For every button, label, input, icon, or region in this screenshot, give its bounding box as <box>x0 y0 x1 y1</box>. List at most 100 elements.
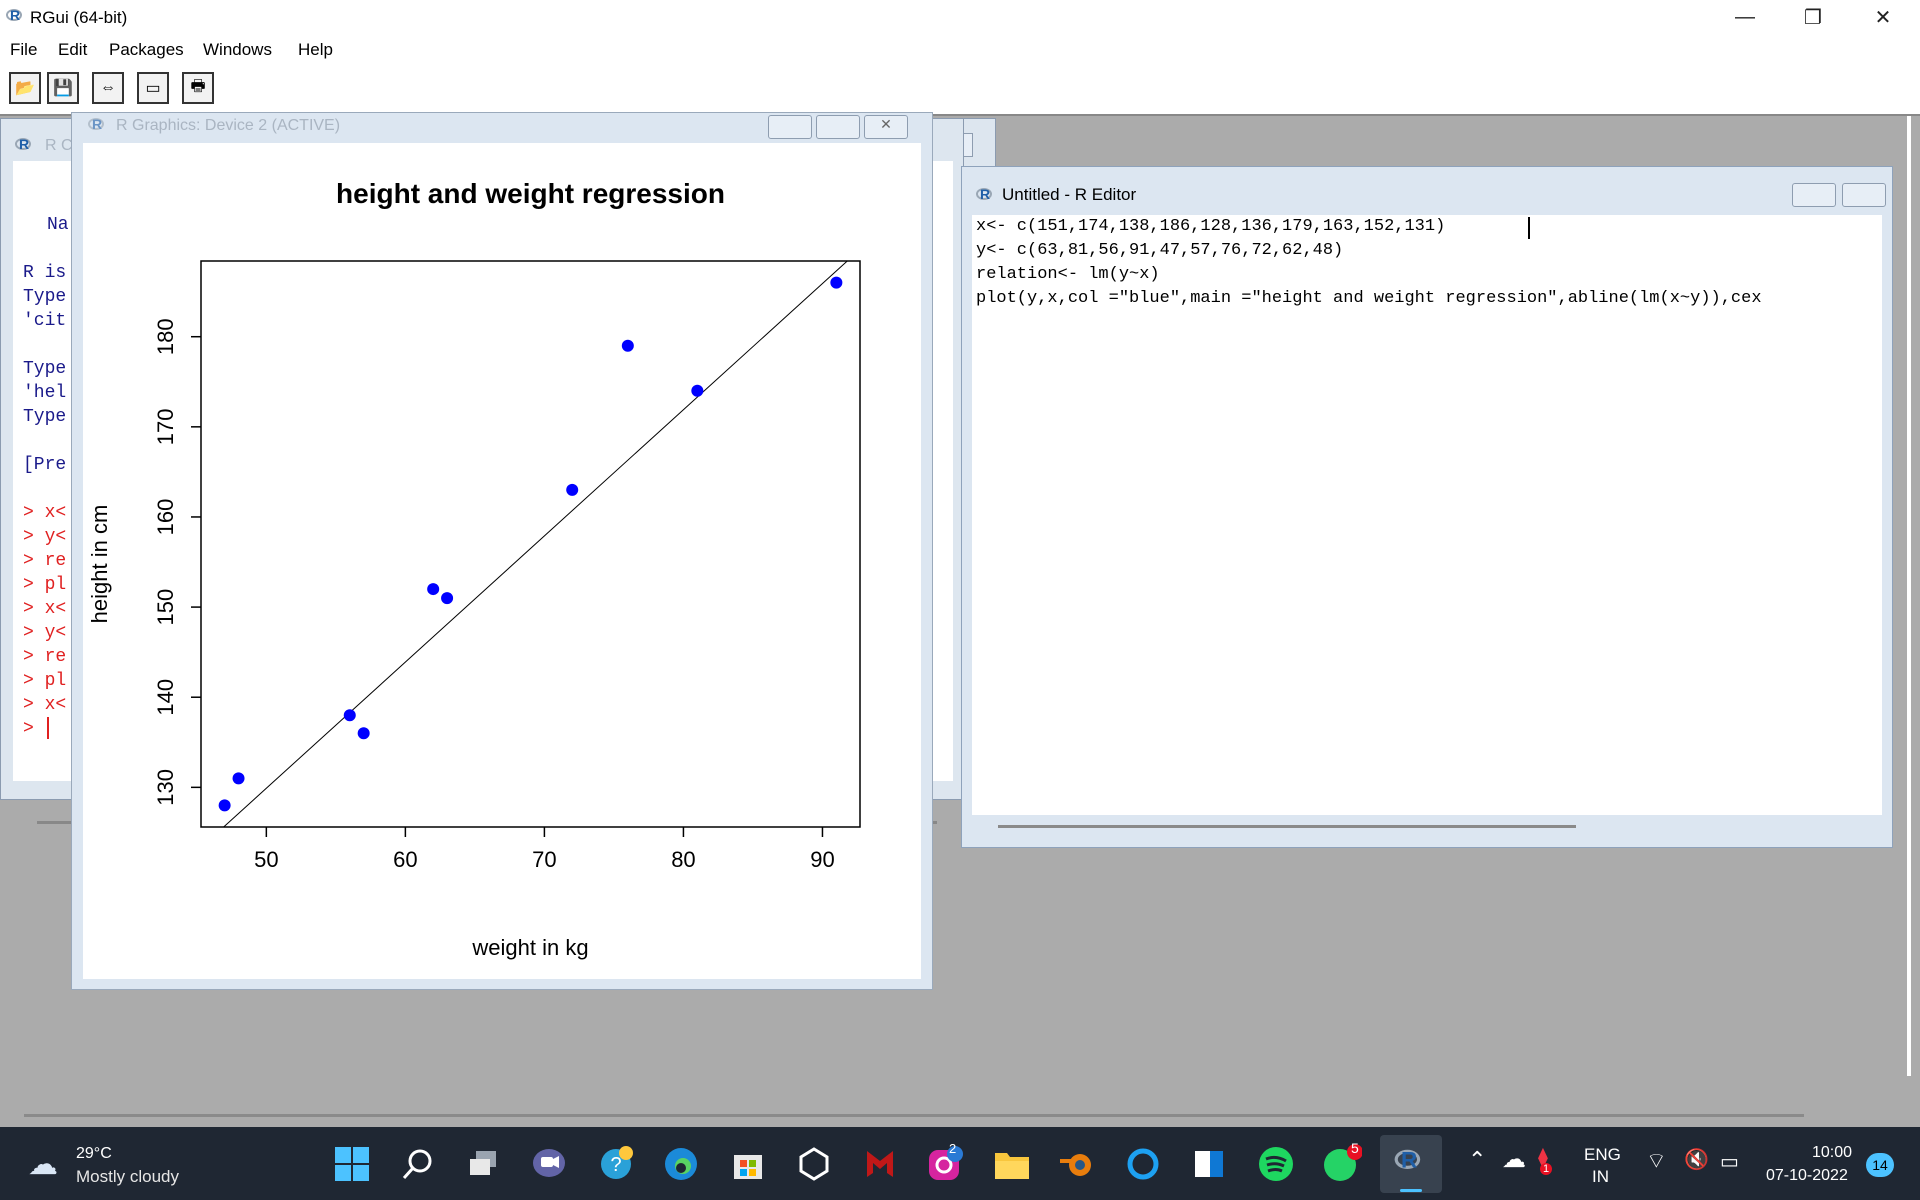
x-tick-label: 60 <box>393 847 417 872</box>
console-line: Type <box>23 359 67 379</box>
cortana-icon[interactable] <box>1122 1143 1164 1185</box>
mcafee-icon[interactable] <box>859 1143 901 1185</box>
console-history-line: > y< <box>23 527 67 547</box>
data-point <box>621 339 634 352</box>
mdi-vertical-scrollbar[interactable] <box>1907 116 1911 1076</box>
tray-badge: 1 <box>1540 1163 1553 1175</box>
file-explorer-icon[interactable] <box>991 1143 1033 1185</box>
code-line-3[interactable]: relation<- lm(y~x) <box>976 265 1160 284</box>
teams-chat-icon[interactable] <box>528 1143 570 1185</box>
window-title: RGui (64-bit) <box>30 8 128 27</box>
y-axis-label: height in cm <box>87 505 112 624</box>
instagram-icon[interactable]: 2 <box>924 1141 966 1185</box>
open-script-icon[interactable]: 📂 <box>9 72 41 104</box>
y-tick-label: 130 <box>153 769 178 806</box>
get-help-icon[interactable]: ? <box>595 1143 637 1185</box>
dropbox-icon[interactable]: ⧫ <box>1538 1147 1548 1169</box>
chatgpt-icon[interactable] <box>793 1143 835 1185</box>
onedrive-cloud-icon[interactable]: ☁ <box>1502 1146 1526 1173</box>
data-point <box>218 799 231 812</box>
console-window-icon[interactable]: ▭ <box>137 72 169 104</box>
whatsapp-icon[interactable]: 5 <box>1321 1140 1363 1185</box>
svg-text:?: ? <box>610 1154 621 1176</box>
x-tick-label: 50 <box>254 847 278 872</box>
graphics-window-title: R Graphics: Device 2 (ACTIVE) <box>116 117 341 134</box>
search-icon[interactable] <box>397 1143 439 1185</box>
whiteboard-icon[interactable] <box>1188 1143 1230 1185</box>
y-tick-label: 140 <box>153 679 178 716</box>
r-editor-window[interactable]: R Untitled - R Editor x<- c(151,174,138,… <box>961 166 1893 848</box>
text-cursor <box>1528 217 1530 239</box>
wifi-icon[interactable]: ⌔ <box>1646 1148 1667 1173</box>
console-prompt[interactable]: > <box>23 719 45 739</box>
r-logo-icon: R <box>6 7 24 24</box>
blender-icon[interactable] <box>1056 1143 1098 1185</box>
menu-file[interactable]: File <box>10 40 38 59</box>
code-editor[interactable]: x<- c(151,174,138,186,128,136,179,163,15… <box>972 215 1882 815</box>
title-bar: R RGui (64-bit) — ❐ ✕ <box>0 0 1920 34</box>
menu-edit[interactable]: Edit <box>58 40 88 59</box>
spotify-icon[interactable] <box>1255 1143 1297 1185</box>
show-hidden-icons-icon[interactable]: ⌃ <box>1468 1147 1487 1172</box>
weather-temperature[interactable]: 29°C <box>76 1145 112 1162</box>
menu-windows[interactable]: Windows <box>203 40 272 59</box>
weather-description[interactable]: Mostly cloudy <box>76 1167 179 1186</box>
load-workspace-icon[interactable]: ⇔ <box>92 72 124 104</box>
code-line-2[interactable]: y<- c(63,81,56,91,47,57,76,72,62,48) <box>976 241 1344 260</box>
save-icon[interactable]: 💾 <box>47 72 79 104</box>
r-graphics-window[interactable]: R R Graphics: Device 2 (ACTIVE) ✕ height… <box>71 112 933 990</box>
notification-count[interactable]: 14 <box>1866 1153 1894 1177</box>
editor-maximize-button[interactable] <box>1842 183 1886 207</box>
data-point <box>441 592 454 605</box>
graphics-minimize-button[interactable] <box>768 115 812 139</box>
console-cursor <box>47 717 49 739</box>
x-tick-label: 70 <box>532 847 556 872</box>
edge-browser-icon[interactable] <box>660 1143 702 1185</box>
menu-help[interactable]: Help <box>298 40 333 59</box>
regression-line <box>222 261 849 827</box>
code-line-1[interactable]: x<- c(151,174,138,186,128,136,179,163,15… <box>976 217 1446 236</box>
microsoft-store-icon[interactable] <box>727 1143 769 1185</box>
scatter-chart: height and weight regression weight in kg… <box>87 178 861 960</box>
graphics-maximize-button[interactable] <box>816 115 860 139</box>
clock-time[interactable]: 10:00 <box>1812 1144 1853 1161</box>
task-view-icon[interactable] <box>462 1143 504 1185</box>
console-line: 'cit <box>23 311 67 331</box>
y-tick-label: 160 <box>153 499 178 536</box>
menu-bar: File Edit Packages Windows Help <box>0 34 1920 65</box>
code-line-4[interactable]: plot(y,x,col ="blue",main ="height and w… <box>976 289 1762 308</box>
mdi-horizontal-scrollbar[interactable] <box>24 1114 1804 1117</box>
console-line: Na <box>47 215 69 235</box>
x-axis-label: weight in kg <box>471 935 588 960</box>
battery-icon[interactable]: ▭ <box>1720 1151 1739 1173</box>
editor-title: Untitled - R Editor <box>1002 185 1137 204</box>
close-button[interactable]: ✕ <box>1874 6 1892 29</box>
maximize-button[interactable]: ❐ <box>1804 6 1822 29</box>
whatsapp-badge: 5 <box>1351 1140 1359 1156</box>
taskbar: ☁ 29°C Mostly cloudy ? 2 <box>0 1127 1920 1200</box>
x-tick-label: 90 <box>810 847 834 872</box>
console-history-line: > pl <box>23 575 67 595</box>
volume-muted-icon[interactable]: 🔇 <box>1684 1149 1709 1171</box>
console-history-line: > re <box>23 551 67 571</box>
data-point <box>357 727 370 740</box>
start-windows-icon[interactable] <box>331 1143 373 1185</box>
clock-date[interactable]: 07-10-2022 <box>1766 1167 1848 1184</box>
console-history-line: > re <box>23 647 67 667</box>
menu-packages[interactable]: Packages <box>109 40 184 59</box>
console-line: R is <box>23 263 67 283</box>
language-top[interactable]: ENG <box>1584 1145 1621 1164</box>
language-bottom[interactable]: IN <box>1592 1167 1609 1186</box>
graphics-close-button[interactable]: ✕ <box>864 115 908 139</box>
console-line: [Pre <box>23 455 67 475</box>
print-icon[interactable]: 🖶 <box>182 72 214 104</box>
r-taskbar-button[interactable]: R <box>1380 1135 1442 1193</box>
instagram-badge: 2 <box>949 1141 957 1156</box>
plot-frame <box>200 260 861 828</box>
minimize-button[interactable]: — <box>1735 5 1755 28</box>
console-history-line: > y< <box>23 623 67 643</box>
editor-minimize-button[interactable] <box>1792 183 1836 207</box>
weather-cloud-icon[interactable]: ☁ <box>28 1148 58 1181</box>
plot-area: height and weight regression weight in kg… <box>83 143 921 979</box>
editor-horizontal-scrollbar[interactable] <box>998 825 1576 828</box>
